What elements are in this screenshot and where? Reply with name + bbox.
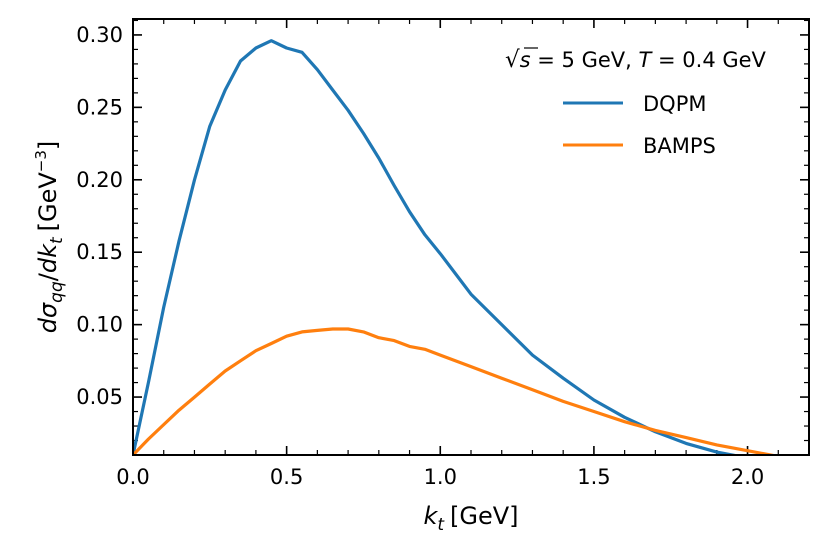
y-axis-label: dσqq/dkt[GeV−3] (32, 141, 67, 334)
annotation-text: √s = 5 GeV, T = 0.4 GeV (505, 47, 767, 73)
legend-label-bamps: BAMPS (643, 134, 716, 158)
y-tick-label: 0.10 (76, 313, 123, 337)
annotation: √s = 5 GeV, T = 0.4 GeV (505, 47, 767, 73)
axis-ticks (132, 19, 810, 455)
y-tick-label: 0.15 (76, 240, 123, 264)
x-tick-label: 0.0 (116, 465, 149, 489)
y-tick-label: 0.25 (76, 95, 123, 119)
tick-labels: 0.0 0.5 1.0 1.5 2.0 0.05 0.10 0.15 0.20 0.25 0.30 (76, 23, 764, 489)
series-line-bamps (133, 327, 780, 455)
x-axis-label: kt [GeV] (423, 502, 518, 535)
legend-label-dqpm: DQPM (643, 92, 706, 116)
x-tick-label: 1.5 (577, 465, 610, 489)
series-layer (133, 39, 780, 455)
x-tick-label: 0.5 (270, 465, 303, 489)
x-tick-label: 1.0 (424, 465, 457, 489)
series-line-dqpm (133, 39, 741, 455)
x-tick-label: 2.0 (731, 465, 764, 489)
legend: DQPM BAMPS (563, 92, 716, 158)
y-tick-label: 0.05 (76, 385, 123, 409)
y-tick-label: 0.30 (76, 23, 123, 47)
plot-frame (132, 18, 810, 456)
y-tick-label: 0.20 (76, 168, 123, 192)
